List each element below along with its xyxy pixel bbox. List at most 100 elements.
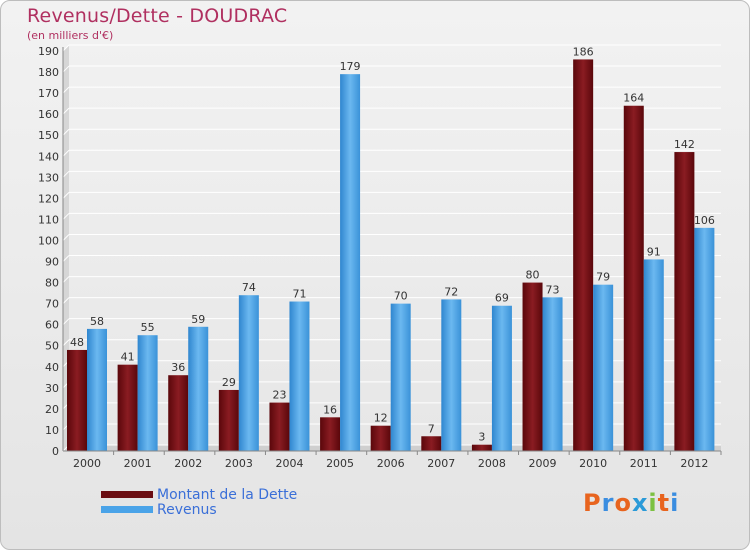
logo-letter: i [670, 489, 680, 517]
data-label-dette: 7 [428, 422, 435, 435]
x-tick-label: 2007 [427, 457, 455, 470]
bar-dette [573, 59, 594, 451]
bar-dette [117, 364, 138, 451]
y-tick-label: 40 [45, 361, 59, 374]
bar-dette [674, 152, 695, 452]
y-tick-label: 180 [38, 66, 59, 79]
gridline-diag [62, 44, 70, 52]
y-tick-label: 0 [52, 445, 59, 458]
bar-revenus [289, 301, 310, 451]
bar-revenus [694, 227, 715, 451]
chart-title: Revenus/Dette - DOUDRAC [27, 5, 288, 27]
bar-dette [370, 425, 391, 451]
y-tick-label: 20 [45, 403, 59, 416]
logo-letter: i [648, 489, 658, 517]
gridline-diag [62, 65, 70, 73]
data-label-dette: 142 [674, 138, 695, 151]
legend-swatch-dette [101, 491, 153, 498]
data-label-revenus: 79 [596, 271, 610, 284]
data-label-revenus: 91 [647, 245, 661, 258]
data-label-dette: 186 [573, 45, 594, 58]
legend-item-dette: Montant de la Dette [101, 486, 298, 503]
data-label-dette: 16 [323, 403, 337, 416]
data-label-dette: 36 [171, 361, 185, 374]
bar-dette [522, 282, 543, 451]
bar-revenus [238, 295, 259, 451]
data-label-revenus: 58 [90, 315, 104, 328]
data-label-revenus: 106 [694, 214, 715, 227]
y-tick-label: 90 [45, 256, 59, 269]
gridline-diag [62, 149, 70, 157]
x-tick-label: 2000 [73, 457, 101, 470]
gridline-diag [62, 297, 70, 304]
data-label-dette: 164 [623, 92, 644, 105]
logo-letter: o [614, 489, 632, 517]
data-label-dette: 41 [121, 351, 135, 364]
x-tick-label: 2006 [377, 457, 405, 470]
data-label-revenus: 70 [394, 290, 408, 303]
x-tick-label: 2008 [478, 457, 506, 470]
gridline-diag [62, 255, 70, 262]
bar-revenus [593, 284, 614, 451]
x-tick-label: 2004 [275, 457, 303, 470]
x-tick-label: 2003 [225, 457, 253, 470]
x-tick-label: 2001 [124, 457, 152, 470]
data-label-dette: 23 [272, 389, 286, 402]
y-tick-label: 150 [38, 129, 59, 142]
logo-letter: r [601, 489, 615, 517]
data-label-dette: 12 [374, 412, 388, 425]
y-tick-label: 140 [38, 150, 59, 163]
gridline-diag [62, 107, 70, 115]
data-label-dette: 29 [222, 376, 236, 389]
y-tick-label: 50 [45, 340, 59, 353]
gridline-diag [62, 339, 70, 347]
chart-subtitle: (en milliers d'€) [27, 29, 114, 42]
data-label-revenus: 71 [292, 288, 306, 301]
data-label-revenus: 73 [546, 283, 560, 296]
data-label-revenus: 59 [191, 313, 205, 326]
y-tick-label: 160 [38, 108, 59, 121]
y-tick-label: 30 [45, 382, 59, 395]
y-tick-label: 10 [45, 424, 59, 437]
x-tick-label: 2011 [630, 457, 658, 470]
data-label-dette: 48 [70, 336, 84, 349]
bar-revenus [87, 328, 107, 451]
bar-dette [421, 436, 442, 451]
chart-legend: Montant de la Dette Revenus [101, 486, 298, 518]
legend-label-dette: Montant de la Dette [157, 486, 298, 503]
data-label-dette: 3 [478, 431, 485, 444]
x-tick-label: 2005 [326, 457, 354, 470]
gridline-diag [62, 234, 70, 241]
bar-dette [67, 349, 87, 451]
legend-item-revenus: Revenus [101, 501, 297, 518]
y-tick-label: 60 [45, 319, 59, 332]
legend-label-revenus: Revenus [157, 501, 217, 518]
bar-dette [471, 444, 492, 451]
bar-revenus [390, 303, 411, 451]
y-tick-label: 80 [45, 277, 59, 290]
bar-dette [168, 375, 189, 451]
gridline-diag [62, 128, 70, 136]
bar-revenus [340, 74, 361, 451]
x-tick-label: 2012 [680, 457, 708, 470]
data-label-revenus: 179 [340, 60, 361, 73]
y-tick-label: 120 [38, 192, 59, 205]
logo-letter: t [657, 489, 671, 517]
gridline-diag [62, 276, 70, 283]
y-tick-label: 100 [38, 234, 59, 247]
x-tick-label: 2010 [579, 457, 607, 470]
logo-letter: P [583, 489, 602, 517]
bar-dette [320, 417, 341, 451]
data-label-revenus: 74 [242, 281, 256, 294]
data-label-dette: 80 [526, 269, 540, 282]
y-tick-label: 110 [38, 213, 59, 226]
y-tick-label: 190 [38, 45, 59, 58]
bar-revenus [491, 305, 512, 451]
gridline-diag [62, 318, 70, 326]
data-label-revenus: 55 [141, 321, 155, 334]
bar-revenus [643, 259, 664, 451]
logo-letter: x [631, 489, 649, 517]
gridline-diag [62, 192, 70, 199]
